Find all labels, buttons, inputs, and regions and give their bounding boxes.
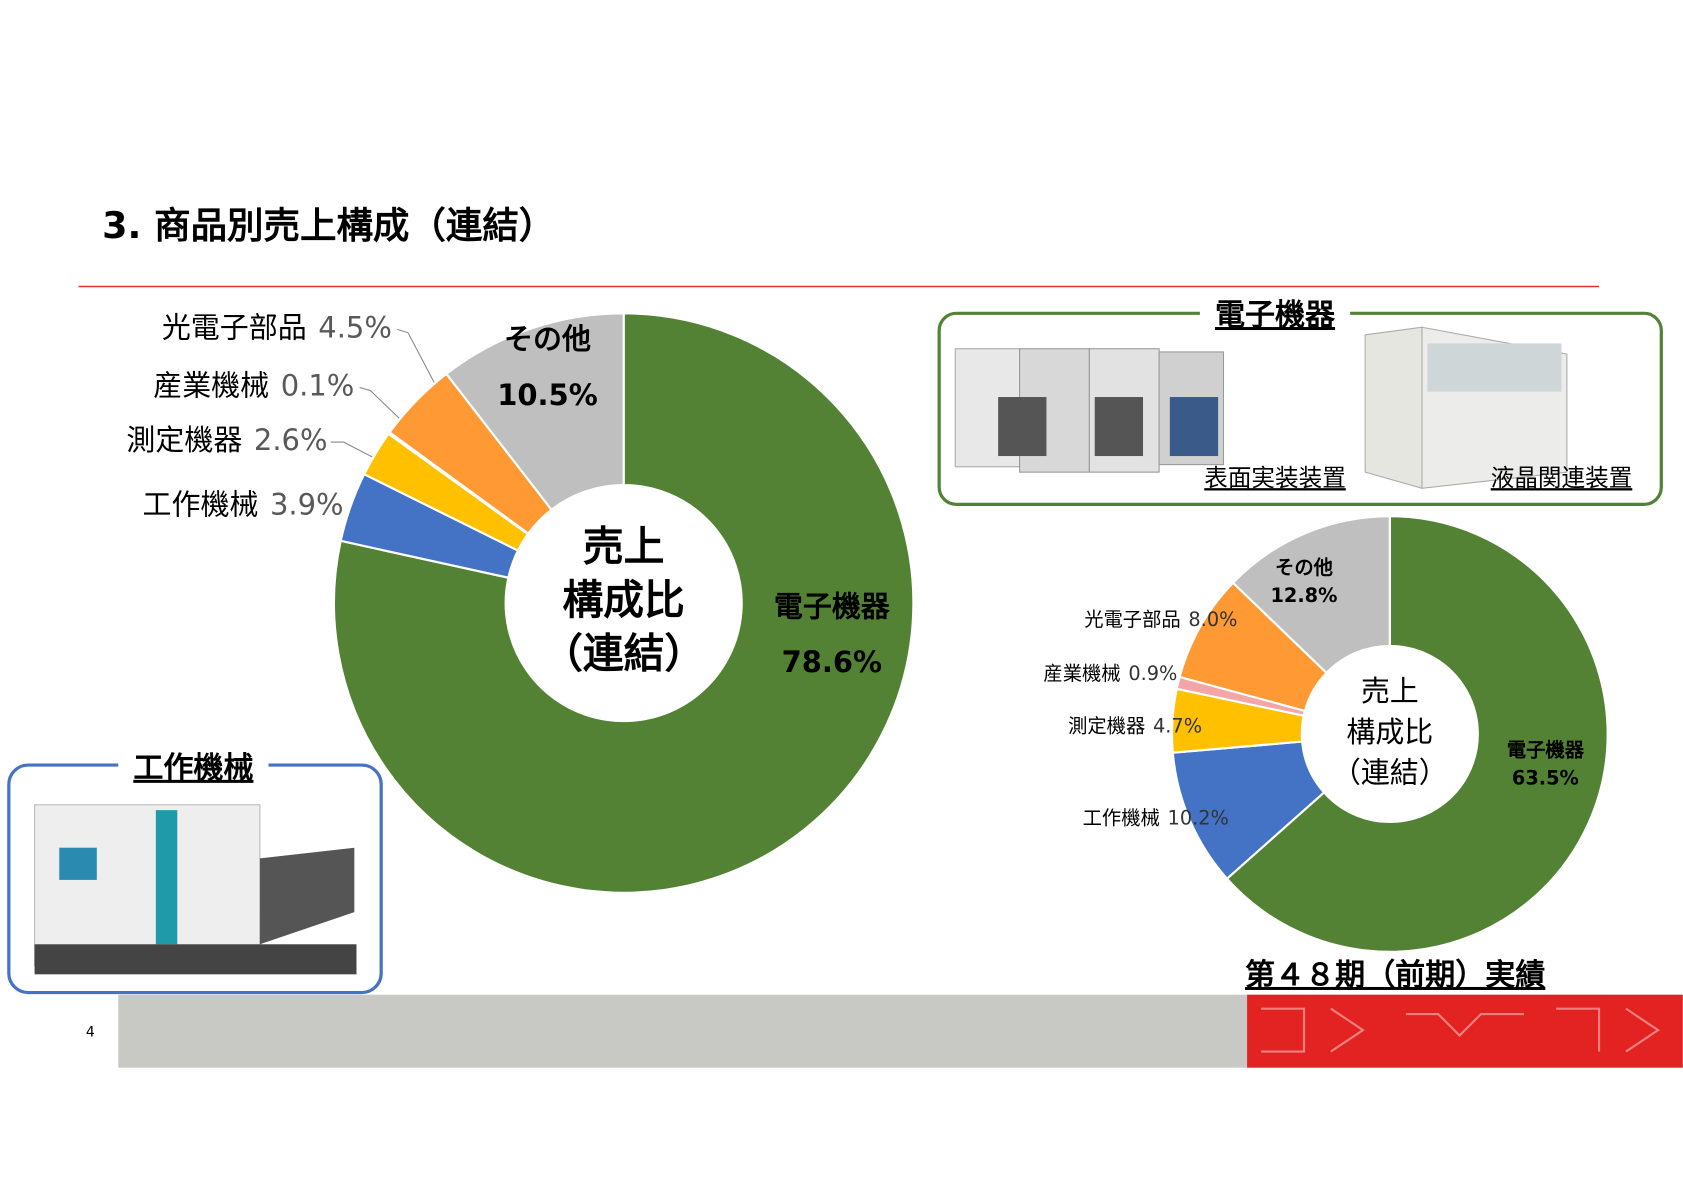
value-label: 0.1% (281, 368, 355, 402)
value-label: 8.0% (1188, 608, 1237, 631)
lathe-photo (34, 804, 357, 975)
value-label: 0.9% (1128, 661, 1177, 684)
slice-label: 産業機械 (1043, 661, 1120, 684)
slice-label-group: 工作機械 10.2% (1083, 806, 1229, 829)
donut-slice (1225, 515, 1609, 953)
value-label: 2.6% (254, 423, 328, 457)
slice-label-group: 光電子部品 4.5% (162, 310, 392, 344)
box-label-bg (1199, 300, 1351, 331)
slice-label-group: 工作機械 3.9% (143, 487, 344, 521)
slice-label-group: 測定機器 2.6% (126, 423, 327, 457)
center-label: 売上 (1361, 674, 1419, 708)
slice-label: 電子機器 (1507, 739, 1585, 762)
center-label: 構成比 (563, 576, 685, 624)
donut-slice (444, 312, 625, 512)
lcd-machine-photo (1364, 326, 1568, 489)
value-label: 10.2% (1168, 806, 1229, 829)
value-label: 4.7% (1153, 714, 1202, 737)
page-number: 4 (86, 1024, 95, 1040)
box-title: 工作機械 (133, 751, 253, 786)
slice-label-group: 産業機械 0.9% (1043, 661, 1177, 684)
slice-label: その他 (1275, 556, 1333, 579)
slice-label: 測定機器 (126, 423, 242, 457)
slide-title: 3. 商品別売上構成（連結） (102, 204, 555, 247)
slice-label: 産業機械 (153, 368, 269, 402)
center-label: （連結） (1332, 756, 1448, 790)
value-label: 3.9% (270, 487, 344, 521)
photo-caption: 表面実装装置 (1204, 464, 1346, 492)
slice-label: その他 (504, 322, 591, 356)
value-label: 4.5% (318, 310, 392, 344)
value-label: 12.8% (1271, 584, 1338, 607)
center-label: 売上 (583, 522, 665, 570)
chart-caption: 第４８期（前期）実績 (1245, 958, 1545, 993)
donut-slice (332, 312, 915, 894)
slice-label-group: 測定機器 4.7% (1068, 714, 1202, 737)
photo-caption: 液晶関連装置 (1491, 464, 1633, 492)
slice-label: 工作機械 (1083, 806, 1160, 829)
slice-label: 光電子部品 (1084, 608, 1181, 631)
donut-slice (1231, 515, 1391, 675)
box-title: 電子機器 (1215, 298, 1336, 333)
slice-label: 電子機器 (774, 589, 891, 623)
center-label: 構成比 (1346, 715, 1433, 749)
value-label: 78.6% (782, 645, 883, 679)
slice-label: 工作機械 (143, 487, 259, 521)
smt-machine-photo (954, 348, 1225, 473)
slice-label: 測定機器 (1068, 714, 1145, 737)
center-label: （連結） (542, 630, 705, 678)
slice-label: 光電子部品 (162, 310, 307, 344)
logo-pattern (1261, 1007, 1661, 1053)
box-label-bg (118, 753, 269, 784)
value-label: 10.5% (497, 378, 598, 412)
slice-label-group: 光電子部品 8.0% (1084, 608, 1237, 631)
value-label: 63.5% (1512, 767, 1579, 790)
slice-label-group: 産業機械 0.1% (153, 368, 354, 402)
